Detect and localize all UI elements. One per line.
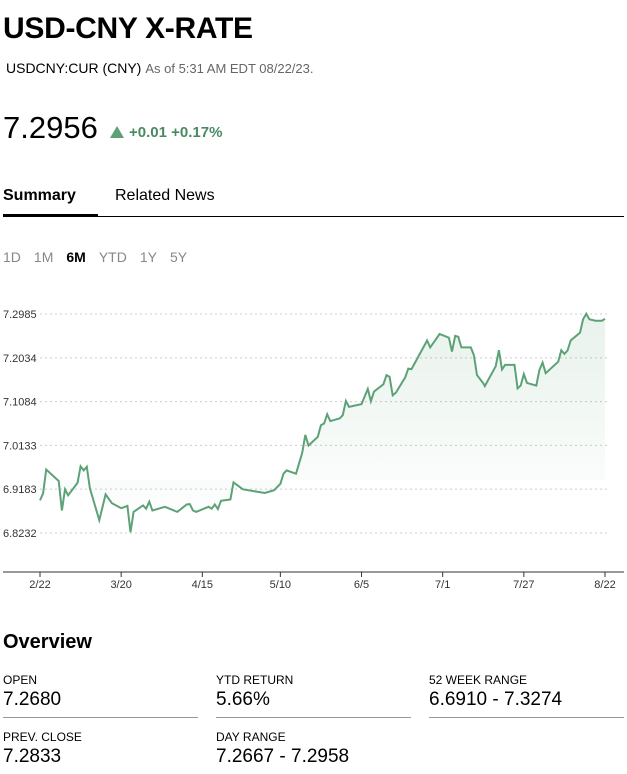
stat-value: 7.2833 (3, 746, 62, 767)
price-change: +0.01 +0.17% (110, 124, 222, 141)
range-1d[interactable]: 1D (3, 249, 21, 265)
x-tick-label: 7/27 (513, 579, 534, 591)
stat-label: 52 WEEK RANGE (429, 673, 528, 687)
y-tick-label: 6.8232 (3, 528, 37, 540)
stat-label: PREV. CLOSE (3, 730, 82, 744)
stat-value: 5.66% (216, 689, 411, 718)
price: 7.2956 (3, 110, 98, 145)
stat-52-week-range: 52 WEEK RANGE 6.6910 - 7.3274 (429, 673, 624, 718)
tab-summary[interactable]: Summary (3, 187, 98, 217)
ticker-symbol: USDCNY:CUR (CNY) (6, 60, 142, 76)
range-1y[interactable]: 1Y (139, 249, 157, 265)
y-tick-label: 7.2034 (3, 353, 37, 365)
stat-value: 7.2680 (3, 689, 198, 718)
stat-day-range: DAY RANGE 7.2667 - 7.2958 (216, 730, 411, 774)
stat-value: 6.6910 - 7.3274 (429, 689, 624, 718)
stat-value: 7.2667 - 7.2958 (216, 746, 350, 767)
stat-ytd-return: YTD RETURN 5.66% (216, 673, 411, 718)
x-tick-label: 7/1 (435, 579, 450, 591)
page-title: USD-CNY X-RATE (3, 12, 253, 45)
stat-label: YTD RETURN (216, 673, 294, 687)
x-tick-label: 3/20 (110, 579, 131, 591)
y-tick-label: 7.2985 (3, 309, 37, 321)
y-tick-label: 7.1084 (3, 397, 37, 409)
chart-area-fill (40, 313, 605, 533)
x-tick-label: 4/15 (192, 579, 213, 591)
as-of-timestamp: As of 5:31 AM EDT 08/22/23. (145, 61, 314, 76)
range-1m[interactable]: 1M (33, 249, 54, 265)
range-selector: 1D 1M 6M YTD 1Y 5Y (3, 249, 200, 265)
x-tick-label: 5/10 (270, 579, 291, 591)
tab-bar: Summary Related News (3, 187, 624, 217)
y-tick-label: 6.9183 (3, 484, 37, 496)
range-ytd[interactable]: YTD (98, 249, 127, 265)
change-percent: +0.17% (171, 124, 223, 141)
change-value: +0.01 (129, 124, 167, 141)
x-tick-label: 8/22 (594, 579, 615, 591)
ticker-line: USDCNY:CUR (CNY) As of 5:31 AM EDT 08/22/… (6, 60, 313, 76)
x-tick-label: 2/22 (29, 579, 50, 591)
chart-line (39, 311, 606, 533)
range-6m[interactable]: 6M (66, 249, 86, 265)
stat-label: OPEN (3, 673, 38, 687)
y-tick-label: 7.0133 (3, 440, 37, 452)
overview-title: Overview (3, 631, 92, 653)
tab-related-news[interactable]: Related News (115, 187, 215, 204)
stat-label: DAY RANGE (216, 730, 286, 744)
stat-prev-close: PREV. CLOSE 7.2833 (3, 730, 198, 774)
stat-open: OPEN 7.2680 (3, 673, 198, 718)
price-chart: 7.2985 7.2034 7.1084 7.0133 6.9183 6.8232 2/2… (3, 309, 624, 591)
up-triangle-icon (110, 126, 124, 138)
range-5y[interactable]: 5Y (169, 249, 188, 265)
x-tick-label: 6/5 (354, 579, 369, 591)
